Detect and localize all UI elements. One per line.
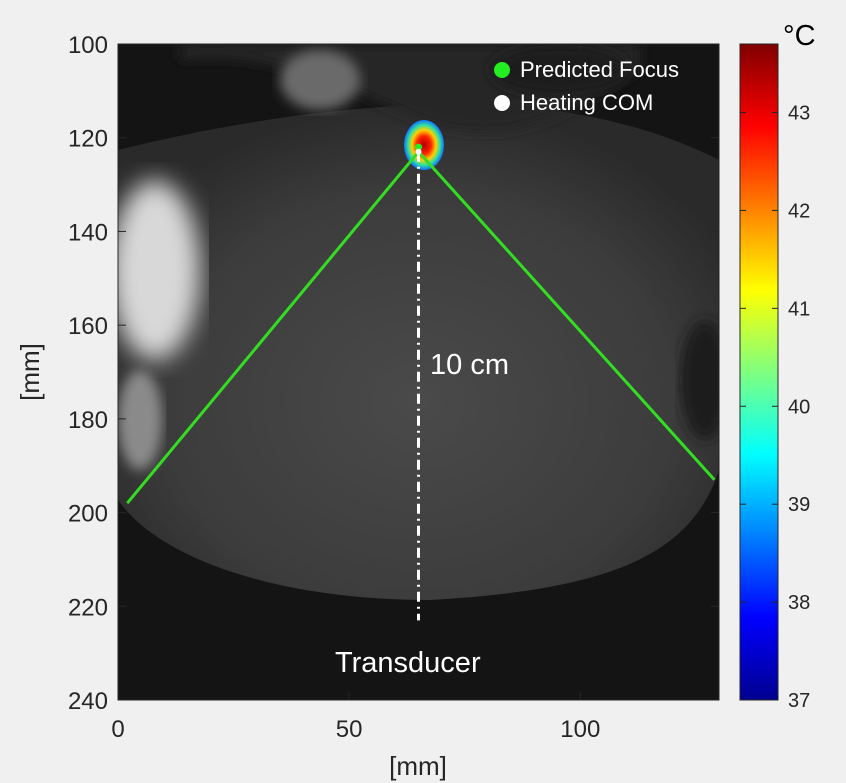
colorbar-tick-label: 37: [788, 690, 810, 712]
transducer-annotation: Transducer: [335, 647, 481, 679]
x-tick-label: 50: [336, 716, 363, 743]
beam-line-right: [417, 150, 716, 481]
mri-bright-fat-lower: [118, 370, 162, 470]
mri-bright-fat: [118, 180, 200, 360]
x-axis-ticks: 0 50 100: [111, 44, 600, 743]
colorbar-unit: °C: [783, 20, 816, 52]
x-tick-label: 100: [560, 716, 600, 743]
distance-annotation: 10 cm: [430, 349, 509, 381]
y-tick-label: 180: [68, 407, 108, 434]
beam-line-left: [126, 150, 420, 505]
heating-com-point: [415, 148, 422, 155]
colorbar-tick-label: 43: [788, 103, 810, 125]
y-tick-label: 120: [68, 126, 108, 153]
y-axis-title: [mm]: [15, 343, 45, 401]
focus-markers: [415, 143, 422, 155]
legend: Predicted Focus Heating COM: [494, 57, 679, 115]
x-tick-label: 0: [111, 716, 124, 743]
legend-swatch-predicted-focus: [494, 62, 510, 78]
mri-top-dark: [490, 45, 630, 95]
beam-lines: [126, 150, 716, 621]
y-tick-label: 220: [68, 594, 108, 621]
y-tick-label: 100: [68, 32, 108, 59]
colorbar-tick-label: 38: [788, 592, 810, 614]
legend-label-heating-com: Heating COM: [520, 90, 653, 115]
colorbar-tick-label: 42: [788, 200, 810, 222]
colorbar-tick-label: 39: [788, 494, 810, 516]
x-axis-title: [mm]: [389, 751, 447, 781]
colorbar-tick-label: 41: [788, 298, 810, 320]
legend-swatch-heating-com: [494, 95, 510, 111]
y-tick-label: 240: [68, 688, 108, 715]
mri-bright-structure: [280, 50, 360, 110]
y-axis-ticks: 100 120 140 160 180 200 220 240: [68, 32, 719, 715]
mri-right-dark: [680, 320, 719, 440]
y-tick-label: 140: [68, 219, 108, 246]
colorbar: [739, 43, 779, 701]
plot-frame: [117, 43, 720, 701]
colorbar-tick-label: 40: [788, 396, 810, 418]
predicted-focus-point: [415, 143, 422, 151]
y-tick-label: 200: [68, 501, 108, 528]
y-tick-label: 160: [68, 313, 108, 340]
colorbar-ticks: 37 38 39 40 41 42 43: [740, 103, 810, 712]
legend-label-predicted-focus: Predicted Focus: [520, 57, 679, 82]
